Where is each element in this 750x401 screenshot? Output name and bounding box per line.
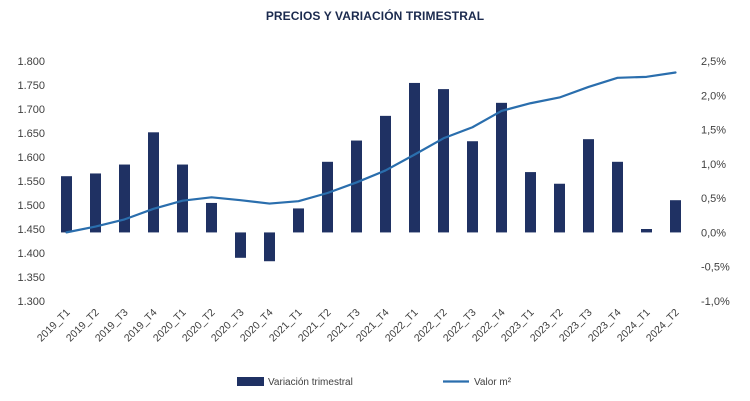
bar-variacion xyxy=(409,82,420,233)
bar-variacion xyxy=(293,208,304,233)
bar-variacion xyxy=(670,200,681,233)
left-axis-tick: 1.800 xyxy=(17,56,45,68)
legend-swatch-bar xyxy=(237,377,264,386)
left-axis-tick: 1.400 xyxy=(17,248,45,260)
right-axis-tick: 0,5% xyxy=(701,193,726,205)
bar-variacion xyxy=(90,173,101,233)
left-axis-tick: 1.750 xyxy=(17,80,45,92)
left-axis-tick: 1.350 xyxy=(17,272,45,284)
right-axis-tick: -1,0% xyxy=(701,296,730,308)
bar-variacion xyxy=(351,140,362,233)
left-axis-tick: 1.450 xyxy=(17,224,45,236)
left-axis-tick: 1.300 xyxy=(17,296,45,308)
bar-variacion xyxy=(641,229,652,233)
bar-variacion xyxy=(380,115,391,233)
bar-variacion xyxy=(235,232,246,258)
bar-variacion xyxy=(554,183,565,233)
bar-variacion xyxy=(148,132,159,233)
bar-variacion xyxy=(496,102,507,233)
bar-variacion xyxy=(467,141,478,233)
bar-variacion xyxy=(206,202,217,233)
right-axis-tick: 0,0% xyxy=(701,227,726,239)
right-axis-tick: 2,0% xyxy=(701,90,726,102)
right-axis-tick: 1,5% xyxy=(701,125,726,137)
bar-variacion xyxy=(322,161,333,233)
legend-label-line: Valor m² xyxy=(474,377,512,388)
right-axis-tick: -0,5% xyxy=(701,262,730,274)
bar-variacion xyxy=(525,172,536,233)
left-axis-tick: 1.550 xyxy=(17,176,45,188)
right-axis-tick: 1,0% xyxy=(701,159,726,171)
line-valor-m2 xyxy=(65,71,677,234)
bar-variacion xyxy=(61,176,72,233)
legend-label-bar: Variación trimestral xyxy=(268,377,353,388)
bar-variacion xyxy=(612,161,623,233)
bar-variacion xyxy=(119,164,130,233)
bar-variacion xyxy=(177,164,188,233)
chart-title: PRECIOS Y VARIACIÓN TRIMESTRAL xyxy=(265,9,485,23)
right-axis-tick: 2,5% xyxy=(701,56,726,68)
left-axis-tick: 1.700 xyxy=(17,104,45,116)
bar-variacion xyxy=(438,89,449,233)
bar-variacion xyxy=(264,232,275,262)
left-axis-tick: 1.500 xyxy=(17,200,45,212)
bar-variacion xyxy=(583,139,594,233)
left-axis-tick: 1.650 xyxy=(17,128,45,140)
left-axis-tick: 1.600 xyxy=(17,152,45,164)
